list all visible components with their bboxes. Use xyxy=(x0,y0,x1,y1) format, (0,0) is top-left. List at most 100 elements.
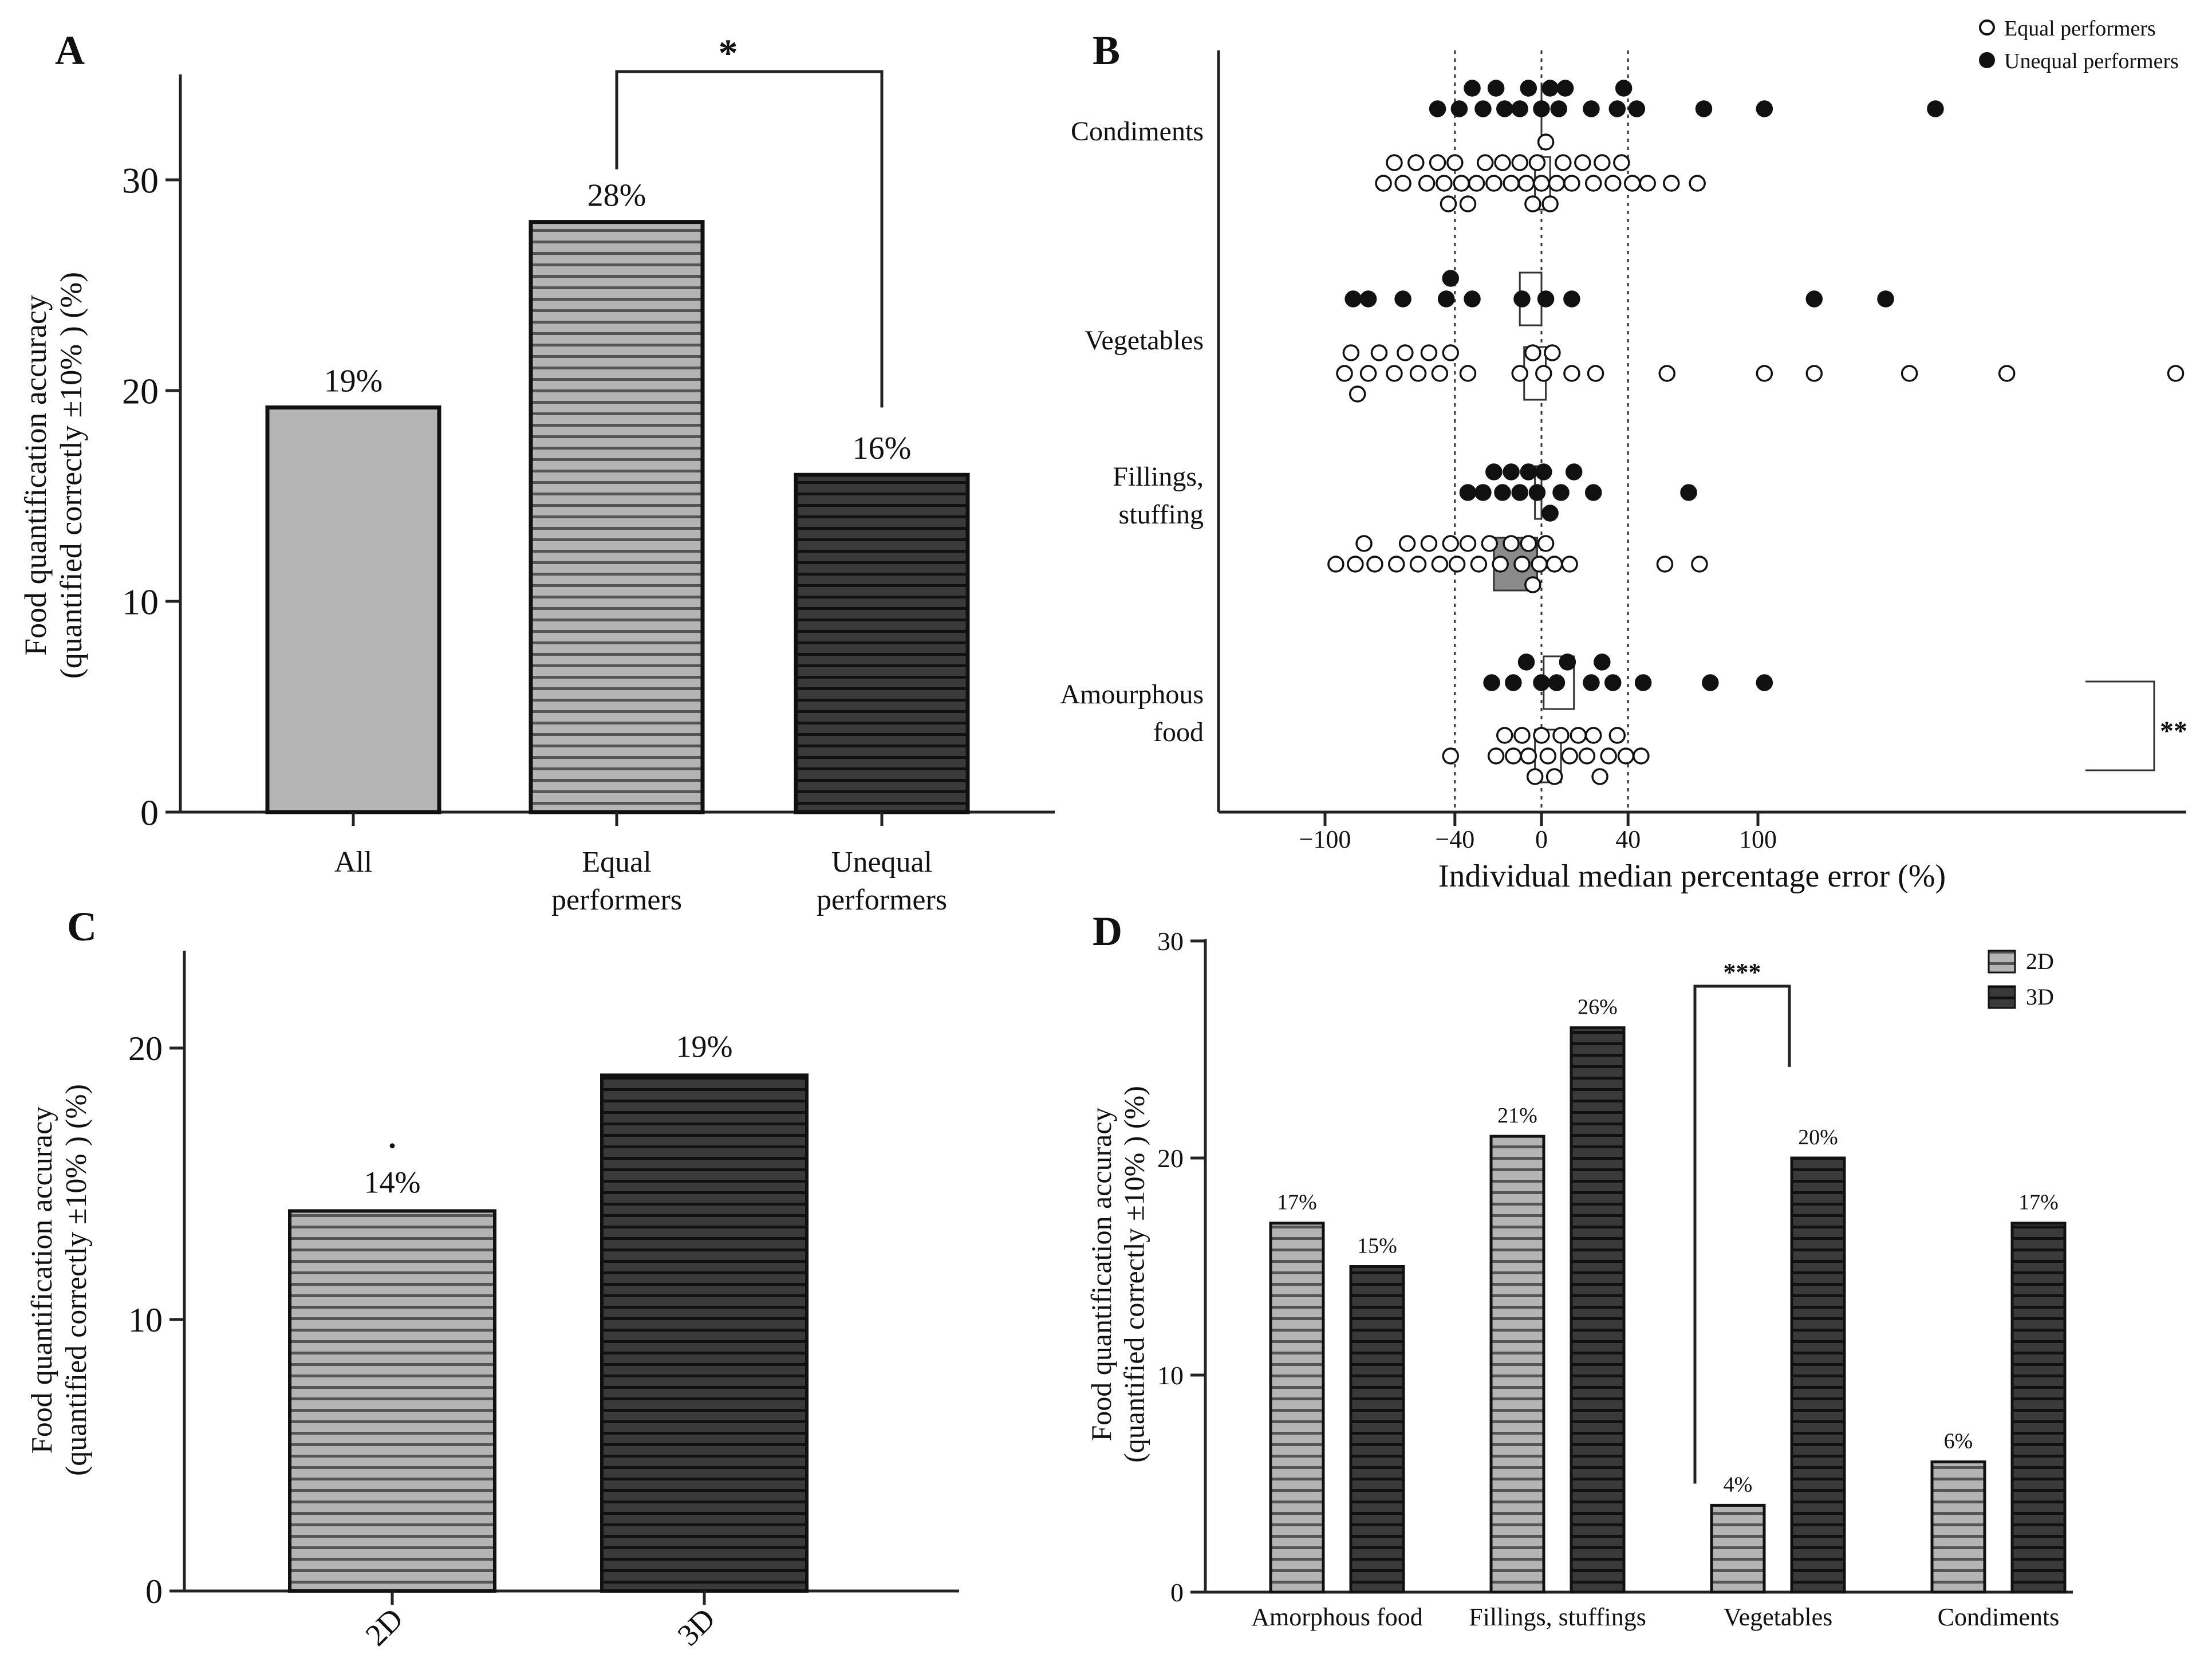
panel-b-point-equal xyxy=(1561,556,1578,573)
panel-b-point-equal xyxy=(1511,365,1528,382)
panel-b-point-unequal xyxy=(1359,290,1377,308)
panel-b-point-equal xyxy=(1539,747,1557,765)
panel-b-point-equal xyxy=(1398,535,1416,552)
panel-b-point-unequal xyxy=(1442,270,1459,287)
panel-b-legend-marker-filled xyxy=(1979,52,1995,68)
panel-b-point-equal xyxy=(1617,747,1635,765)
panel-b-point-equal xyxy=(1555,154,1572,171)
panel-b-point-equal xyxy=(1409,365,1427,382)
panel-d-ytick-label: 0 xyxy=(1170,1578,1184,1607)
panel-b-point-unequal xyxy=(1559,653,1576,671)
panel-c-data-label: 14% xyxy=(364,1165,421,1199)
panel-b-point-equal xyxy=(1459,365,1477,382)
panel-b-point-equal xyxy=(1420,344,1438,361)
panel-b-point-equal xyxy=(1900,365,1918,382)
panel-b-point-equal xyxy=(1442,344,1459,361)
panel-b-point-equal xyxy=(1386,154,1403,171)
panel-b-point-unequal xyxy=(1680,484,1697,501)
panel-b-point-unequal xyxy=(1805,290,1823,308)
panel-a-category-label: performers xyxy=(551,884,682,916)
panel-b-point-equal xyxy=(1998,365,2016,382)
panel-b-point-equal xyxy=(1563,175,1580,192)
panel-d-y-axis-label-line: (quantified correctly ±10% ) (%) xyxy=(1118,1086,1150,1463)
panel-b-point-equal xyxy=(1407,154,1425,171)
panel-d-legend-swatch-2d xyxy=(1988,950,2016,974)
panel-b-point-unequal xyxy=(1756,674,1773,691)
panel-b-point-equal xyxy=(1613,154,1630,171)
panel-b-point-equal xyxy=(1511,154,1528,171)
panel-b-point-equal xyxy=(1327,556,1344,573)
panel-b-point-equal xyxy=(1487,747,1505,765)
panel-b-point-equal xyxy=(1505,747,1522,765)
panel-b-point-equal xyxy=(1418,175,1436,192)
panel-a-y-axis-label: Food quantification accuracy(quantified … xyxy=(18,272,88,679)
panel-b-point-equal xyxy=(1604,175,1622,192)
panel-d-legend-label: 2D xyxy=(2026,948,2054,974)
panel-a-category-label: performers xyxy=(817,884,947,916)
panel-d-data-label: 6% xyxy=(1944,1429,1973,1454)
panel-b-point-unequal xyxy=(1563,290,1580,308)
panel-b-point-unequal xyxy=(1528,484,1546,501)
panel-b-point-equal xyxy=(1431,365,1449,382)
panel-b-point-unequal xyxy=(1494,484,1511,501)
panel-b-point-equal xyxy=(1481,535,1499,552)
panel-b-point-equal xyxy=(1578,747,1596,765)
panel-b-point-unequal xyxy=(1628,100,1646,117)
panel-b-point-unequal xyxy=(1483,674,1500,691)
panel-b-point-equal xyxy=(1448,556,1466,573)
panel-d-category-label: Amorphous food xyxy=(1251,1603,1422,1631)
panel-d-data-label: 15% xyxy=(1357,1234,1397,1258)
panel-b-point-equal xyxy=(1494,154,1511,171)
panel-c-y-axis-label-line: Food quantification accuracy xyxy=(26,1106,58,1454)
panel-c: C 0 10 20 Food quantification accuracy(quan… xyxy=(26,904,959,1652)
panel-b-point-equal xyxy=(1459,535,1477,552)
panel-b-category-label: Condiments xyxy=(1071,116,1204,147)
panel-c-ytick-label: 10 xyxy=(128,1301,163,1339)
panel-d-significance-bracket xyxy=(1693,984,1791,1484)
panel-b-point-unequal xyxy=(1429,100,1446,117)
panel-d-legend-label: 3D xyxy=(2026,984,2054,1010)
panel-b-point-unequal xyxy=(1474,100,1492,117)
panel-b-significance-label: ** xyxy=(2160,716,2187,746)
panel-b-point-equal xyxy=(1608,727,1626,744)
panel-b-point-equal xyxy=(1503,175,1520,192)
panel-c-category-label: 2D xyxy=(358,1601,409,1652)
panel-b-point-unequal xyxy=(1344,290,1362,308)
panel-b-point-equal xyxy=(1420,535,1438,552)
panel-b-point-equal xyxy=(1485,175,1503,192)
panel-b-point-unequal xyxy=(1533,100,1550,117)
panel-b-point-equal xyxy=(1537,535,1555,552)
panel-d-significance-label: *** xyxy=(1724,958,1761,986)
panel-b-point-equal xyxy=(1624,175,1641,192)
panel-a-ytick-label: 20 xyxy=(122,371,159,411)
panel-b-point-equal xyxy=(1600,747,1617,765)
panel-b-point-equal xyxy=(1584,175,1602,192)
panel-b-point-equal xyxy=(1633,747,1650,765)
panel-d-bar-3d-fillings-stuffings xyxy=(1570,1026,1626,1594)
panel-b-point-equal xyxy=(1442,535,1459,552)
panel-b-point-unequal xyxy=(1505,674,1522,691)
panel-d-bar-2d-vegetables xyxy=(1710,1503,1766,1594)
panel-a-category-label: Equal xyxy=(582,846,651,879)
panel-b-point-equal xyxy=(1570,727,1587,744)
panel-c-letter: C xyxy=(67,904,97,950)
panel-b-point-unequal xyxy=(1756,100,1773,117)
panel-b-point-unequal xyxy=(1511,100,1528,117)
panel-b-point-equal xyxy=(1370,344,1388,361)
panel-a-bar-unequal-performers xyxy=(794,472,970,814)
panel-b-point-unequal xyxy=(1394,290,1411,308)
panel-b-point-equal xyxy=(1533,727,1550,744)
panel-a-category-label: Unequal xyxy=(831,846,932,879)
panel-b-point-equal xyxy=(1663,175,1680,192)
panel-b-point-equal xyxy=(1503,535,1520,552)
panel-b-point-equal xyxy=(1574,154,1591,171)
panel-b-point-equal xyxy=(1563,365,1580,382)
panel-b-point-equal xyxy=(1386,365,1403,382)
panel-b-point-unequal xyxy=(1695,100,1713,117)
panel-b-point-equal xyxy=(1453,175,1470,192)
panel-a-data-label: 28% xyxy=(587,178,646,214)
panel-b-point-equal xyxy=(1336,365,1353,382)
panel-b-point-equal xyxy=(1429,154,1446,171)
panel-a-ytick-label: 0 xyxy=(140,792,159,833)
